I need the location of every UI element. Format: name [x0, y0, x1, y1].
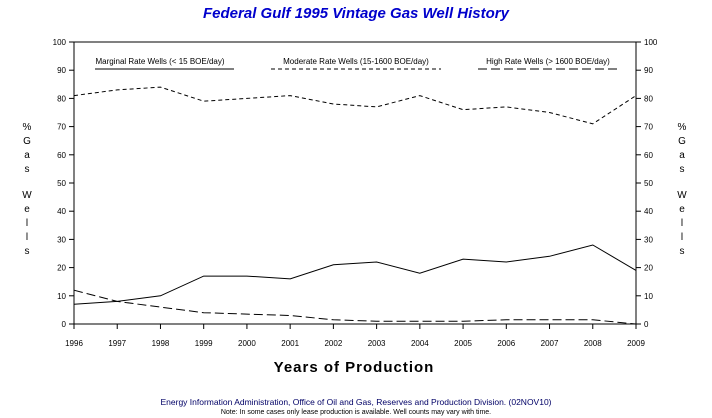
y-axis-title-right-letter: W [677, 190, 687, 201]
y-tick-label-right: 80 [644, 94, 653, 103]
y-tick-label-right: 40 [644, 207, 653, 216]
y-tick-label-right: 60 [644, 151, 653, 160]
y-axis-title-left-letter: s [25, 164, 30, 175]
x-tick-label: 1999 [195, 339, 213, 348]
y-axis-title-left-letter: l [26, 218, 28, 229]
y-tick-label-left: 10 [57, 292, 66, 301]
series-line-short-dash [73, 86, 637, 125]
x-tick-label: 2003 [368, 339, 386, 348]
y-axis-title-right-letter: l [681, 232, 683, 243]
x-tick-label: 2006 [497, 339, 515, 348]
y-axis-title-right-letter: G [678, 136, 686, 147]
legend-label: Marginal Rate Wells (< 15 BOE/day) [95, 57, 224, 66]
series-line-long-dash [73, 289, 637, 325]
x-tick-label: 1998 [152, 339, 170, 348]
axes: 0 0 10 10 20 20 30 30 40 40 50 50 60 60 70 70 80 80 90 90 10… [53, 38, 658, 348]
x-tick-label: 2009 [627, 339, 645, 348]
y-tick-label-left: 100 [53, 38, 67, 47]
y-axis-title-right-letter: a [679, 150, 685, 161]
y-tick-label-right: 90 [644, 66, 653, 75]
y-axis-title-left-letter: W [22, 190, 32, 201]
y-axis-title-right-letter: s [680, 246, 685, 257]
y-axis-title-left-letter: a [24, 150, 30, 161]
y-tick-label-right: 10 [644, 292, 653, 301]
y-tick-label-left: 50 [57, 179, 66, 188]
legend-label: Moderate Rate Wells (15-1600 BOE/day) [283, 57, 429, 66]
x-tick-label: 1997 [108, 339, 126, 348]
series-line-solid [73, 244, 637, 305]
y-axis-title-left-letter: l [26, 232, 28, 243]
x-tick-label: 1996 [65, 339, 83, 348]
y-tick-label-left: 70 [57, 123, 66, 132]
y-tick-label-right: 0 [644, 320, 649, 329]
x-tick-label: 2007 [541, 339, 559, 348]
y-tick-label-right: 100 [644, 38, 658, 47]
y-axis-title-left-letter: G [23, 136, 31, 147]
x-tick-label: 2004 [411, 339, 429, 348]
y-tick-label-left: 30 [57, 235, 66, 244]
y-tick-label-right: 50 [644, 179, 653, 188]
y-axis-title-left-letter: e [24, 204, 30, 215]
y-axis-title-right-letter: e [679, 204, 685, 215]
y-tick-label-right: 30 [644, 235, 653, 244]
x-tick-label: 2008 [584, 339, 602, 348]
footer-note: Note: In some cases only lease productio… [221, 409, 491, 416]
y-tick-label-left: 20 [57, 264, 66, 273]
series-lines [73, 86, 637, 325]
y-axis-title-left-letter: s [25, 246, 30, 257]
plot-frame [73, 41, 637, 325]
y-axis-title-right-letter: s [680, 164, 685, 175]
y-tick-label-left: 0 [62, 320, 67, 329]
x-tick-label: 2002 [324, 339, 342, 348]
y-axis-title-left-letter: % [23, 122, 32, 133]
y-tick-label-right: 20 [644, 264, 653, 273]
y-tick-label-left: 90 [57, 66, 66, 75]
y-tick-label-left: 40 [57, 207, 66, 216]
legend-label: High Rate Wells (> 1600 BOE/day) [486, 57, 610, 66]
x-axis-title: Years of Production [274, 359, 435, 376]
x-tick-label: 2001 [281, 339, 299, 348]
y-axis-title-right-letter: % [678, 122, 687, 133]
y-axis-title-right-letter: l [681, 218, 683, 229]
y-tick-label-left: 80 [57, 94, 66, 103]
chart-title: Federal Gulf 1995 Vintage Gas Well Histo… [203, 5, 510, 22]
legend: Marginal Rate Wells (< 15 BOE/day) Modera… [95, 57, 619, 70]
x-tick-label: 2000 [238, 339, 256, 348]
footer-source: Energy Information Administration, Offic… [160, 397, 551, 407]
axis-labels: % %G Ga as sW We el ll ls s [22, 122, 687, 257]
y-tick-label-right: 70 [644, 123, 653, 132]
x-tick-label: 2005 [454, 339, 472, 348]
y-tick-label-left: 60 [57, 151, 66, 160]
